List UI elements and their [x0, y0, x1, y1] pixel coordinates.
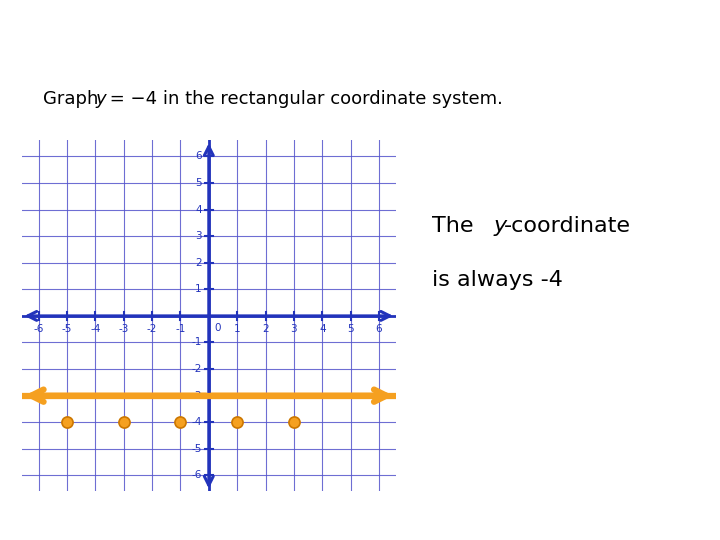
Text: -3: -3 — [119, 325, 129, 334]
Text: 1: 1 — [195, 284, 202, 294]
Text: -6: -6 — [33, 325, 44, 334]
Text: -3: -3 — [192, 390, 202, 401]
Text: 6: 6 — [195, 151, 202, 161]
Text: 5: 5 — [347, 325, 354, 334]
Text: y: y — [493, 216, 506, 236]
Text: -2: -2 — [147, 325, 157, 334]
Text: is always -4: is always -4 — [432, 270, 563, 290]
Text: PEARSON: PEARSON — [496, 511, 592, 529]
Text: Inc.: Inc. — [426, 515, 446, 525]
Text: Graph: Graph — [43, 90, 104, 107]
Text: -2: -2 — [192, 364, 202, 374]
Text: 4: 4 — [319, 325, 325, 334]
Text: 2: 2 — [195, 258, 202, 268]
Text: The: The — [432, 216, 481, 236]
Text: 6: 6 — [376, 325, 382, 334]
Text: Example 5: Graphing a Horizontal Line: Example 5: Graphing a Horizontal Line — [16, 26, 552, 55]
Text: y: y — [95, 90, 106, 107]
Text: -5: -5 — [62, 325, 72, 334]
Text: -coordinate: -coordinate — [504, 216, 631, 236]
Text: -4: -4 — [90, 325, 101, 334]
Text: -1: -1 — [175, 325, 186, 334]
Text: 3: 3 — [195, 231, 202, 241]
Text: -5: -5 — [192, 444, 202, 454]
Text: 4: 4 — [195, 205, 202, 214]
Text: 3: 3 — [291, 325, 297, 334]
Text: 0: 0 — [214, 323, 220, 333]
Text: 1: 1 — [234, 325, 240, 334]
Text: -6: -6 — [192, 470, 202, 481]
Text: = −4 in the rectangular coordinate system.: = −4 in the rectangular coordinate syste… — [104, 90, 503, 107]
Text: 2: 2 — [262, 325, 269, 334]
Text: -1: -1 — [192, 338, 202, 348]
Text: -4: -4 — [192, 417, 202, 427]
Text: 5: 5 — [195, 178, 202, 188]
Text: 5 -16: 5 -16 — [649, 511, 696, 529]
